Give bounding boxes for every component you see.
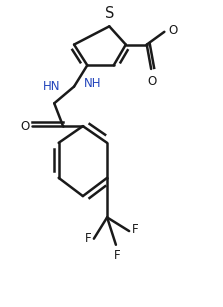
Text: S: S — [105, 6, 114, 21]
Text: F: F — [85, 232, 91, 245]
Text: O: O — [169, 24, 178, 37]
Text: HN: HN — [43, 80, 61, 93]
Text: O: O — [148, 75, 157, 88]
Text: O: O — [20, 120, 30, 133]
Text: NH: NH — [84, 77, 101, 91]
Text: F: F — [132, 223, 138, 236]
Text: F: F — [114, 249, 120, 262]
